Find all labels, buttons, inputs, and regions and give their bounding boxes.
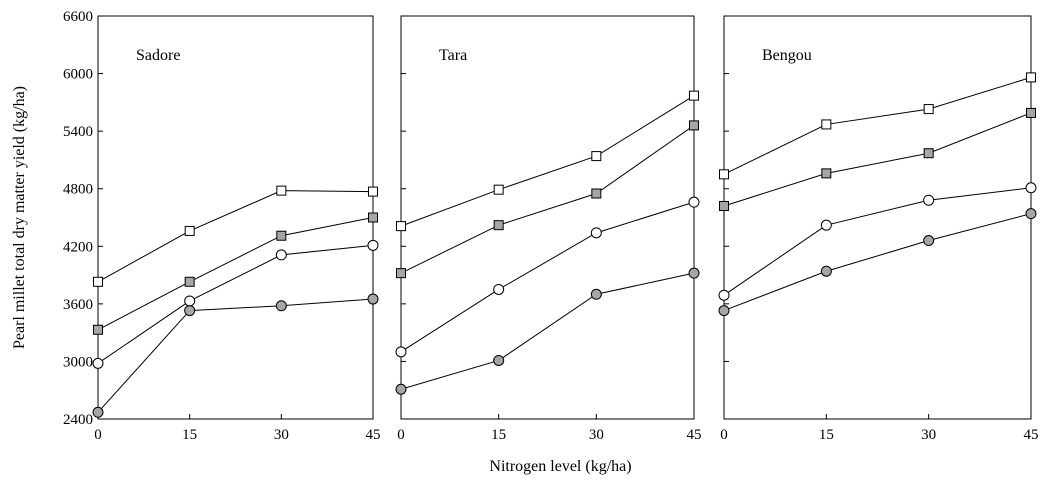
data-point-square	[93, 324, 103, 335]
data-point-circle	[184, 305, 196, 317]
series-line-4	[400, 272, 695, 390]
series-line-2	[400, 124, 695, 274]
data-point-square	[821, 168, 832, 179]
x-tick-label: 45	[1024, 427, 1039, 443]
data-point-circle	[923, 235, 935, 247]
data-point-circle	[92, 357, 104, 369]
y-tick-label: 2400	[63, 412, 93, 428]
data-point-square	[368, 212, 378, 223]
data-point-square	[1026, 107, 1036, 118]
y-tick-label: 6600	[63, 9, 93, 25]
panel-frame-2	[723, 15, 1032, 420]
data-point-circle	[718, 305, 730, 317]
data-point-square	[591, 151, 602, 162]
data-point-circle	[688, 267, 700, 279]
data-point-circle	[590, 227, 602, 239]
x-tick-label: 45	[366, 427, 381, 443]
x-tick-label: 0	[94, 427, 102, 443]
series-line-4	[723, 213, 1032, 312]
data-point-circle	[395, 346, 407, 358]
series-line-2	[97, 217, 374, 331]
series-line-4	[97, 298, 374, 413]
series-line-3	[400, 201, 695, 353]
panel-title: Bengou	[762, 47, 812, 64]
x-tick-label: 15	[819, 427, 834, 443]
data-point-circle	[275, 249, 287, 261]
data-point-circle	[1025, 208, 1037, 220]
panel-frame-0	[97, 15, 374, 420]
data-point-square	[719, 169, 729, 180]
y-tick-label: 4200	[63, 239, 93, 255]
data-point-square	[184, 225, 195, 236]
data-point-circle	[590, 288, 602, 300]
y-tick-label: 6000	[63, 67, 93, 83]
series-line-3	[97, 244, 374, 364]
data-point-square	[689, 90, 699, 101]
x-tick-label: 15	[491, 427, 506, 443]
data-point-square	[493, 184, 504, 195]
panel-title: Sadore	[136, 47, 180, 64]
data-point-square	[276, 230, 287, 241]
data-point-circle	[184, 295, 196, 307]
x-tick-label: 30	[274, 427, 289, 443]
x-tick-label: 30	[921, 427, 936, 443]
data-point-square	[923, 104, 934, 115]
data-point-circle	[92, 406, 104, 418]
data-point-circle	[367, 293, 379, 305]
data-point-circle	[275, 300, 287, 312]
data-point-square	[396, 221, 406, 232]
data-point-circle	[493, 354, 505, 366]
x-tick-label: 45	[687, 427, 702, 443]
y-tick-label: 5400	[63, 124, 93, 140]
panel-title: Tara	[439, 47, 467, 64]
data-point-circle	[395, 383, 407, 395]
data-point-circle	[493, 283, 505, 295]
data-point-circle	[820, 265, 832, 277]
data-point-square	[689, 120, 699, 131]
series-line-1	[723, 76, 1032, 175]
data-point-circle	[1025, 182, 1037, 194]
x-tick-label: 15	[182, 427, 197, 443]
data-point-circle	[688, 196, 700, 208]
x-tick-label: 0	[720, 427, 728, 443]
y-axis-title: Pearl millet total dry matter yield (kg/…	[11, 86, 28, 349]
data-point-square	[923, 148, 934, 159]
data-point-square	[1026, 72, 1036, 83]
data-point-circle	[367, 239, 379, 251]
data-point-square	[591, 188, 602, 199]
y-tick-label: 4800	[63, 182, 93, 198]
y-tick-label: 3000	[63, 354, 93, 370]
data-point-square	[184, 276, 195, 287]
data-point-square	[93, 276, 103, 287]
x-axis-title: Nitrogen level (kg/ha)	[489, 458, 631, 475]
data-point-circle	[820, 219, 832, 231]
panel-frame-1	[400, 15, 695, 420]
data-point-circle	[718, 289, 730, 301]
data-point-square	[396, 268, 406, 279]
data-point-square	[719, 200, 729, 211]
series-line-2	[723, 112, 1032, 207]
y-tick-label: 3600	[63, 297, 93, 313]
series-line-3	[723, 187, 1032, 296]
data-point-square	[276, 185, 287, 196]
series-line-1	[400, 95, 695, 227]
x-tick-label: 0	[397, 427, 405, 443]
data-point-square	[821, 119, 832, 130]
x-tick-label: 30	[589, 427, 604, 443]
data-point-square	[368, 186, 378, 197]
series-line-1	[97, 190, 374, 283]
data-point-square	[493, 220, 504, 231]
data-point-circle	[923, 194, 935, 206]
